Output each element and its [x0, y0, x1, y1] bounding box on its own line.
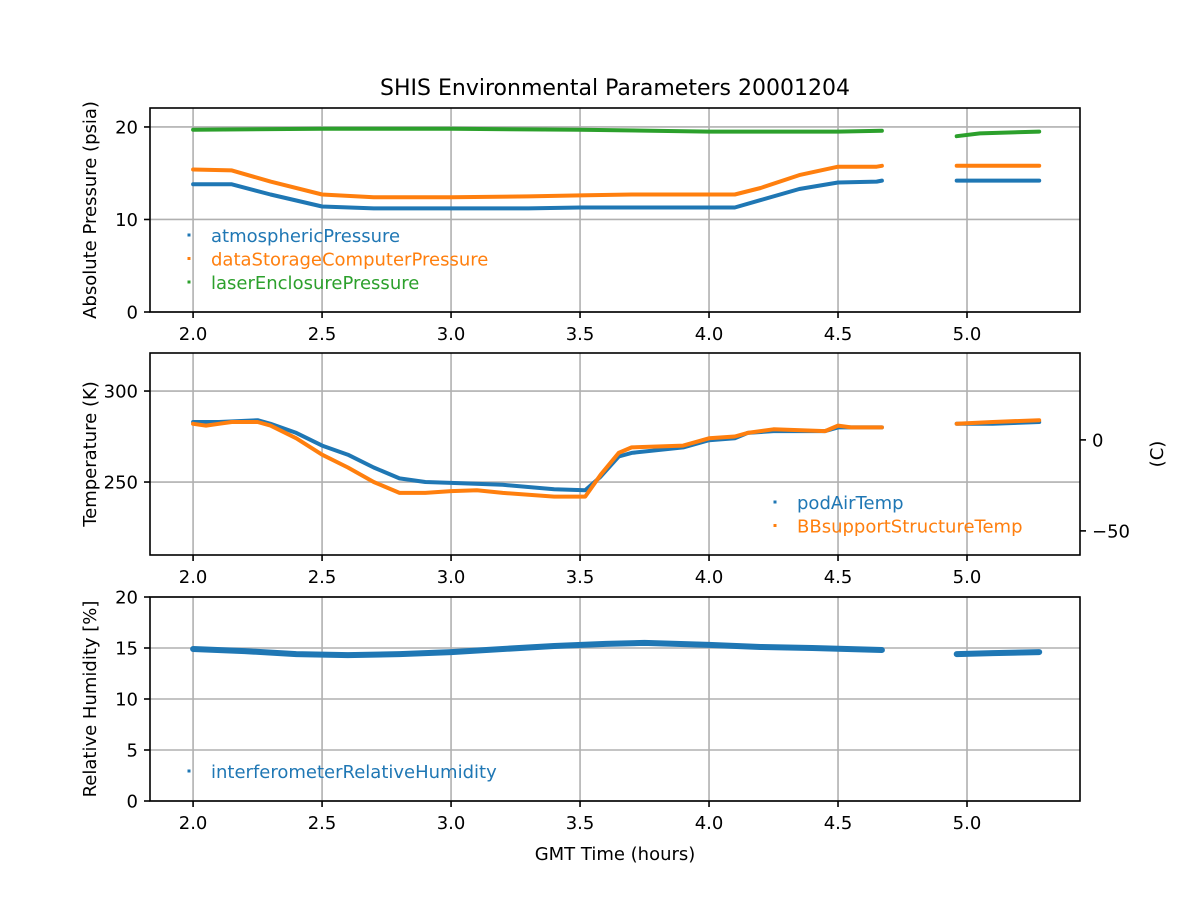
y-tick-label: 10 — [115, 210, 138, 231]
y-axis-label: Temperature (K) — [80, 381, 101, 528]
x-tick-label: 5.0 — [953, 567, 982, 588]
x-tick-label: 4.0 — [695, 567, 724, 588]
legend-marker-atmosphericPressure — [187, 233, 191, 237]
legend-marker-BBsupportStructureTemp — [773, 524, 777, 527]
series-line-laserEnclosurePressure — [954, 129, 1042, 139]
x-tick-label: 3.0 — [437, 813, 466, 834]
x-tick-label: 5.0 — [953, 813, 982, 834]
y-tick-label: 15 — [115, 639, 138, 660]
x-tick-label: 4.5 — [824, 567, 853, 588]
series-line-BBsupportStructureTemp — [191, 420, 884, 499]
series-atmosphericPressure — [191, 178, 1042, 211]
x-tick-label: 2.0 — [179, 324, 208, 345]
series-line-interferometerRelativeHumidity — [953, 649, 1043, 658]
legend-marker-interferometerRelativeHumidity — [187, 769, 191, 773]
panel-humidity: 2.0 2.5 3.0 3.5 4.0 4.5 5.0 0 5 10 15 20 Relative Hu… — [80, 588, 1081, 834]
series-line-BBsupportStructureTemp — [954, 418, 1042, 426]
x-tick-label: 2.5 — [308, 567, 337, 588]
legend: interferometerRelativeHumidity — [187, 762, 497, 783]
x-tick-label: 3.5 — [566, 813, 595, 834]
series-line-laserEnclosurePressure — [191, 126, 884, 134]
x-tick-label: 3.0 — [437, 324, 466, 345]
chart-title: SHIS Environmental Parameters 20001204 — [380, 76, 850, 101]
y-tick-label: 20 — [115, 117, 138, 138]
legend-label-podAirTemp: podAirTemp — [797, 493, 904, 514]
x-tick-label: 2.5 — [308, 324, 337, 345]
axes-frame — [149, 352, 1081, 556]
series-line-atmosphericPressure — [191, 178, 884, 211]
y-tick-label: 0 — [127, 792, 138, 813]
y-tick-label: 20 — [115, 588, 138, 609]
y-axis-label: Relative Humidity [%] — [80, 601, 101, 798]
legend-label-interferometerRelativeHumidity: interferometerRelativeHumidity — [211, 762, 497, 783]
legend-marker-dataStorageComputerPressure — [187, 257, 191, 260]
legend-label-laserEnclosurePressure: laserEnclosurePressure — [211, 273, 419, 294]
x-tick-label: 2.0 — [179, 567, 208, 588]
x-tick-label: 3.0 — [437, 567, 466, 588]
legend-label-dataStorageComputerPressure: dataStorageComputerPressure — [211, 250, 488, 271]
legend-label-BBsupportStructureTemp: BBsupportStructureTemp — [797, 517, 1023, 538]
legend: atmosphericPressure dataStorageComputerPr… — [187, 226, 488, 294]
series-line-interferometerRelativeHumidity — [190, 639, 885, 659]
y-tick-label: 250 — [104, 473, 138, 494]
series-laserEnclosurePressure — [191, 126, 1042, 139]
series-BBsupportStructureTemp — [191, 418, 1042, 499]
x-tick-label: 4.0 — [695, 324, 724, 345]
secondary-y-tick-label: −50 — [1092, 521, 1130, 542]
secondary-y-axis-label: (C) — [1147, 441, 1168, 468]
y-tick-label: 10 — [115, 690, 138, 711]
legend-label-atmosphericPressure: atmosphericPressure — [211, 226, 400, 247]
series-dataStorageComputerPressure — [191, 163, 1042, 200]
x-tick-label: 3.5 — [566, 324, 595, 345]
y-tick-label: 300 — [104, 382, 138, 403]
x-tick-label: 5.0 — [953, 324, 982, 345]
secondary-y-tick-label: 0 — [1092, 430, 1103, 451]
x-tick-label: 2.5 — [308, 813, 337, 834]
x-tick-label: 4.5 — [824, 324, 853, 345]
x-tick-label: 4.5 — [824, 813, 853, 834]
legend: podAirTemp BBsupportStructureTemp — [773, 493, 1023, 538]
y-tick-label: 5 — [127, 741, 138, 762]
x-tick-label: 4.0 — [695, 813, 724, 834]
legend-marker-podAirTemp — [773, 500, 777, 504]
x-tick-label: 3.5 — [566, 567, 595, 588]
panel-pressure: 2.0 2.5 3.0 3.5 4.0 4.5 5.0 0 10 20 Absolute Press… — [80, 101, 1081, 345]
axes-frame — [149, 107, 1081, 313]
x-tick-label: 2.0 — [179, 813, 208, 834]
x-axis-label: GMT Time (hours) — [535, 844, 696, 865]
series-interferometerRelativeHumidity — [190, 639, 1043, 659]
series-line-dataStorageComputerPressure — [191, 163, 884, 200]
panels: 2.0 2.5 3.0 3.5 4.0 4.5 5.0 0 10 20 Absolute Press… — [80, 101, 1168, 834]
y-axis-label: Absolute Pressure (psia) — [80, 101, 101, 319]
legend-marker-laserEnclosurePressure — [187, 280, 191, 284]
y-tick-label: 0 — [127, 303, 138, 324]
